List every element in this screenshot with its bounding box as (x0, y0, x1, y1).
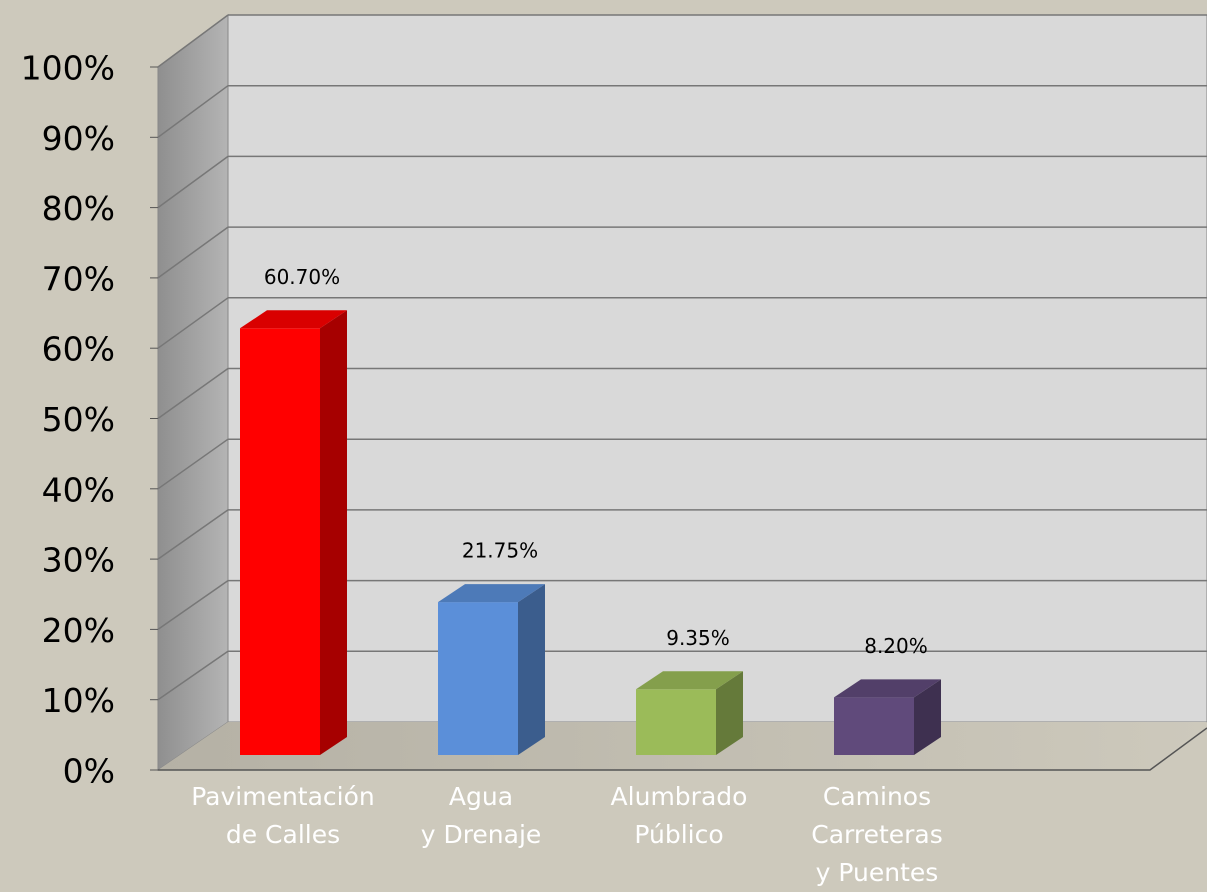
grid-line (157, 367, 229, 420)
side-wall (157, 14, 229, 771)
x-tick-label: Agua y Drenaje (420, 782, 542, 849)
y-tick-label: 80% (42, 189, 115, 228)
bar-side (716, 671, 743, 755)
grid-line (157, 579, 229, 631)
bar-top (834, 679, 941, 698)
y-tick-label: 100% (21, 49, 115, 88)
bar-front (636, 689, 716, 755)
grid-line (157, 297, 229, 349)
y-tick-label: 30% (42, 541, 115, 580)
y-tick-label: 90% (42, 119, 115, 158)
value-label: 60.70% (264, 265, 340, 289)
bar-top (636, 671, 743, 690)
bar-side (914, 679, 941, 755)
x-tick-label: Alumbrado Público (610, 782, 748, 849)
x-tick-label: Pavimentación de Calles (191, 782, 375, 849)
grid-line (157, 509, 229, 560)
grid-line (157, 226, 229, 279)
floor-edge (158, 727, 1207, 771)
grid-line (157, 85, 229, 138)
grid-line (157, 14, 229, 68)
bar-top (240, 310, 347, 329)
y-tick-label: 40% (42, 470, 115, 509)
bar-front (240, 328, 320, 755)
y-tick-label: 20% (42, 611, 115, 650)
bar-front (438, 602, 518, 755)
x-tick-label: Caminos Carreteras y Puentes (811, 782, 943, 887)
y-tick-label: 70% (42, 259, 115, 298)
bar-side (518, 584, 545, 755)
grid-line (157, 155, 229, 209)
value-label: 9.35% (666, 626, 730, 650)
grid-line (157, 650, 229, 701)
bar-front (834, 697, 914, 755)
value-label: 21.75% (462, 539, 538, 563)
bar-side (320, 310, 347, 755)
y-tick-label: 60% (42, 330, 115, 369)
value-label: 8.20% (864, 634, 928, 658)
grid-line (157, 438, 229, 490)
y-tick-label: 10% (42, 681, 115, 720)
y-tick-label: 0% (63, 752, 115, 791)
bar-top (438, 584, 545, 603)
y-tick-label: 50% (42, 400, 115, 439)
